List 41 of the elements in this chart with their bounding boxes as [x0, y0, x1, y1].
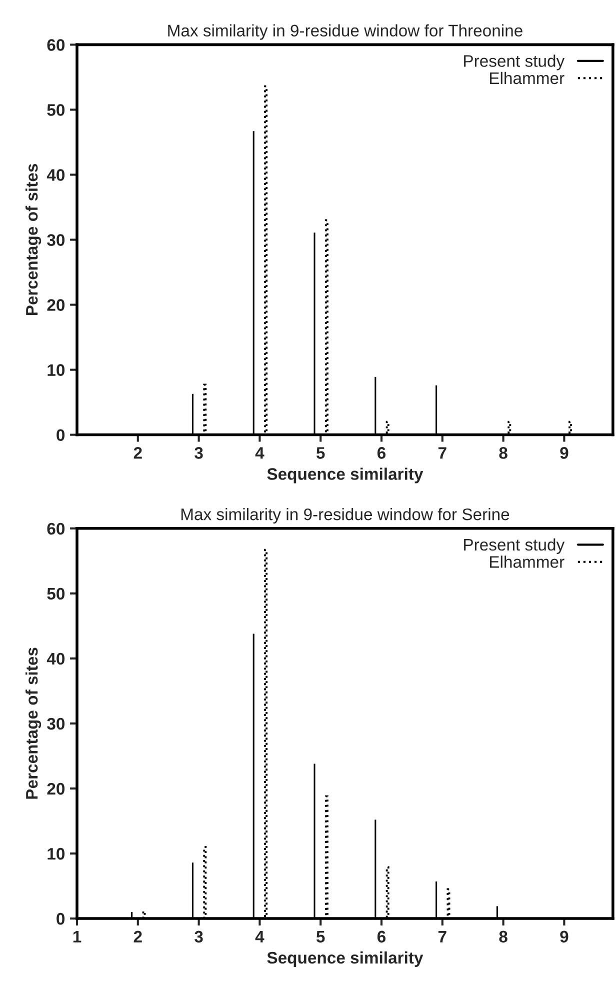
y-tick-label: 10: [48, 848, 65, 860]
x-tick-label: 2: [134, 447, 142, 459]
x-tick-label: 8: [499, 930, 508, 943]
chart-title: Max similarity in 9-residue window for Threonine: [168, 24, 522, 40]
y-axis-title: Percentage of sites: [25, 164, 42, 316]
x-tick-label: 9: [560, 447, 568, 459]
y-tick-label: 40: [46, 652, 65, 665]
y-tick-label: 30: [47, 234, 65, 246]
legend-label: Present study: [464, 538, 565, 554]
x-tick-label: 7: [438, 930, 446, 942]
x-tick-label: 6: [377, 930, 386, 943]
legend-label: Present study: [464, 54, 565, 70]
y-tick-label: 10: [48, 364, 65, 376]
x-tick-label: 7: [438, 447, 446, 459]
x-tick-label: 6: [377, 447, 386, 459]
x-tick-label: 8: [499, 447, 508, 459]
x-tick-label: 3: [194, 930, 203, 943]
y-tick-label: 20: [47, 299, 65, 311]
x-tick-label: 2: [134, 930, 142, 942]
chart-title: Max similarity in 9-residue window for Serine: [181, 508, 510, 524]
y-tick-label: 60: [47, 39, 65, 51]
y-tick-label: 50: [47, 104, 65, 116]
x-tick-label: 3: [194, 447, 203, 459]
x-tick-label: 5: [316, 930, 325, 943]
y-tick-label: 60: [47, 522, 65, 535]
x-tick-label: 4: [255, 930, 264, 942]
x-tick-label: 5: [316, 447, 325, 459]
y-tick-label: 30: [47, 718, 65, 730]
y-tick-label: 0: [56, 429, 65, 441]
y-tick-label: 0: [56, 912, 65, 925]
y-tick-label: 50: [47, 588, 65, 600]
y-axis-title: Percentage of sites: [25, 648, 42, 799]
legend-label: Elhammer: [490, 72, 564, 84]
x-tick-label: 1: [73, 930, 82, 942]
x-axis-title: Sequence similarity: [267, 951, 424, 967]
legend-label: Elhammer: [490, 556, 564, 568]
y-tick-label: 20: [47, 782, 65, 795]
y-tick-label: 40: [46, 169, 65, 181]
x-tick-label: 9: [560, 930, 568, 943]
x-axis-title: Sequence similarity: [267, 468, 424, 484]
x-tick-label: 4: [255, 447, 264, 459]
